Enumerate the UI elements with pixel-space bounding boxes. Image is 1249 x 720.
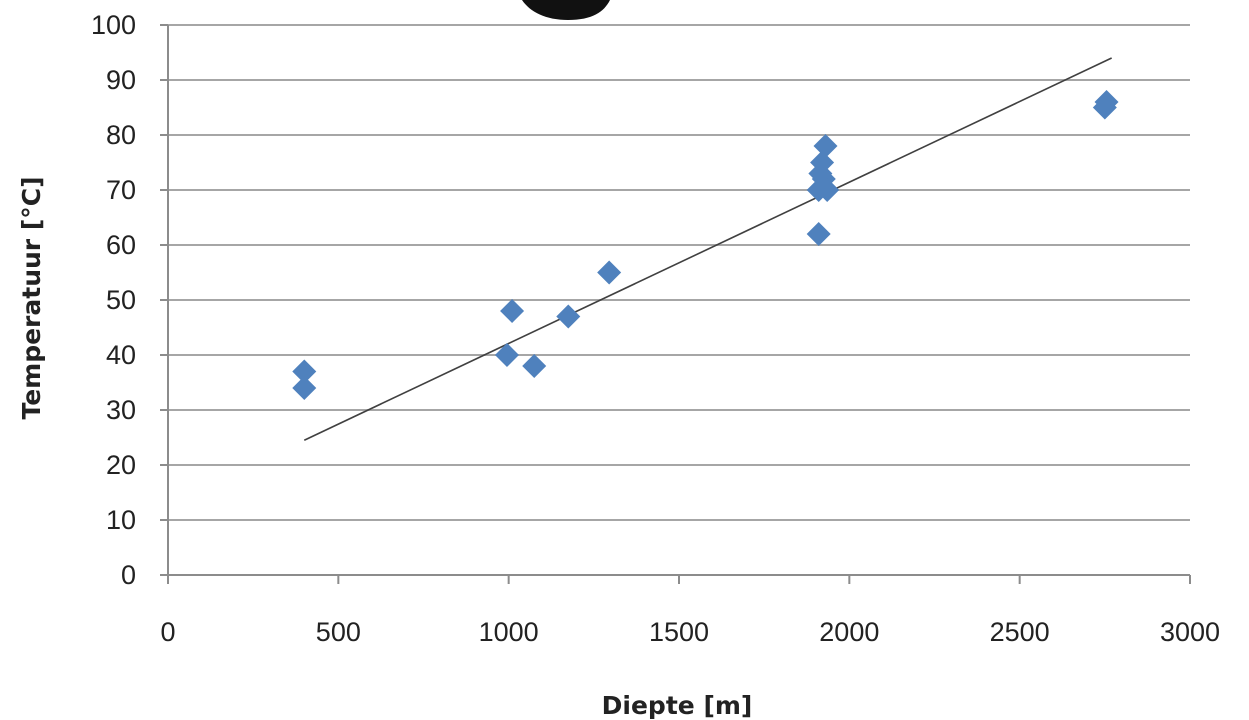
y-tick-label: 80 (106, 120, 136, 150)
data-point (292, 376, 317, 400)
data-point (494, 343, 519, 367)
x-tick-label: 1500 (649, 617, 709, 647)
x-axis-tick-labels: 0 500 1000 1500 2000 2500 3000 (160, 575, 1220, 647)
data-point (1094, 90, 1119, 114)
cropped-heading-fragment (522, 0, 610, 20)
y-axis-tick-labels: 0 10 20 30 40 50 60 70 80 90 100 (91, 10, 168, 590)
data-point (806, 222, 831, 246)
data-point (597, 260, 622, 285)
data-point (815, 178, 840, 202)
y-tick-label: 60 (106, 230, 136, 260)
y-tick-label: 30 (106, 395, 136, 425)
linear-trendline (303, 57, 1112, 441)
data-point (810, 150, 835, 175)
y-tick-label: 0 (121, 560, 136, 590)
y-tick-label: 90 (106, 65, 136, 95)
data-point (556, 304, 581, 329)
x-tick-label: 1000 (479, 617, 539, 647)
y-axis-title: Temperatuur [°C] (17, 176, 46, 419)
x-tick-label: 3000 (1160, 617, 1220, 647)
data-point (292, 359, 317, 384)
data-point (813, 134, 838, 158)
data-point (500, 299, 525, 323)
y-tick-label: 100 (91, 10, 136, 40)
horizontal-gridlines (168, 24, 1190, 521)
y-tick-label: 70 (106, 175, 136, 205)
x-tick-label: 2500 (990, 617, 1050, 647)
x-axis-title: Diepte [m] (602, 691, 753, 720)
trendline-group (303, 57, 1112, 441)
y-tick-label: 50 (106, 285, 136, 315)
data-point (522, 354, 547, 378)
x-tick-label: 500 (316, 617, 361, 647)
y-tick-label: 10 (106, 505, 136, 535)
x-tick-label: 0 (160, 617, 175, 647)
x-tick-label: 2000 (819, 617, 879, 647)
y-tick-label: 20 (106, 450, 136, 480)
y-tick-label: 40 (106, 340, 136, 370)
data-points (292, 90, 1119, 400)
